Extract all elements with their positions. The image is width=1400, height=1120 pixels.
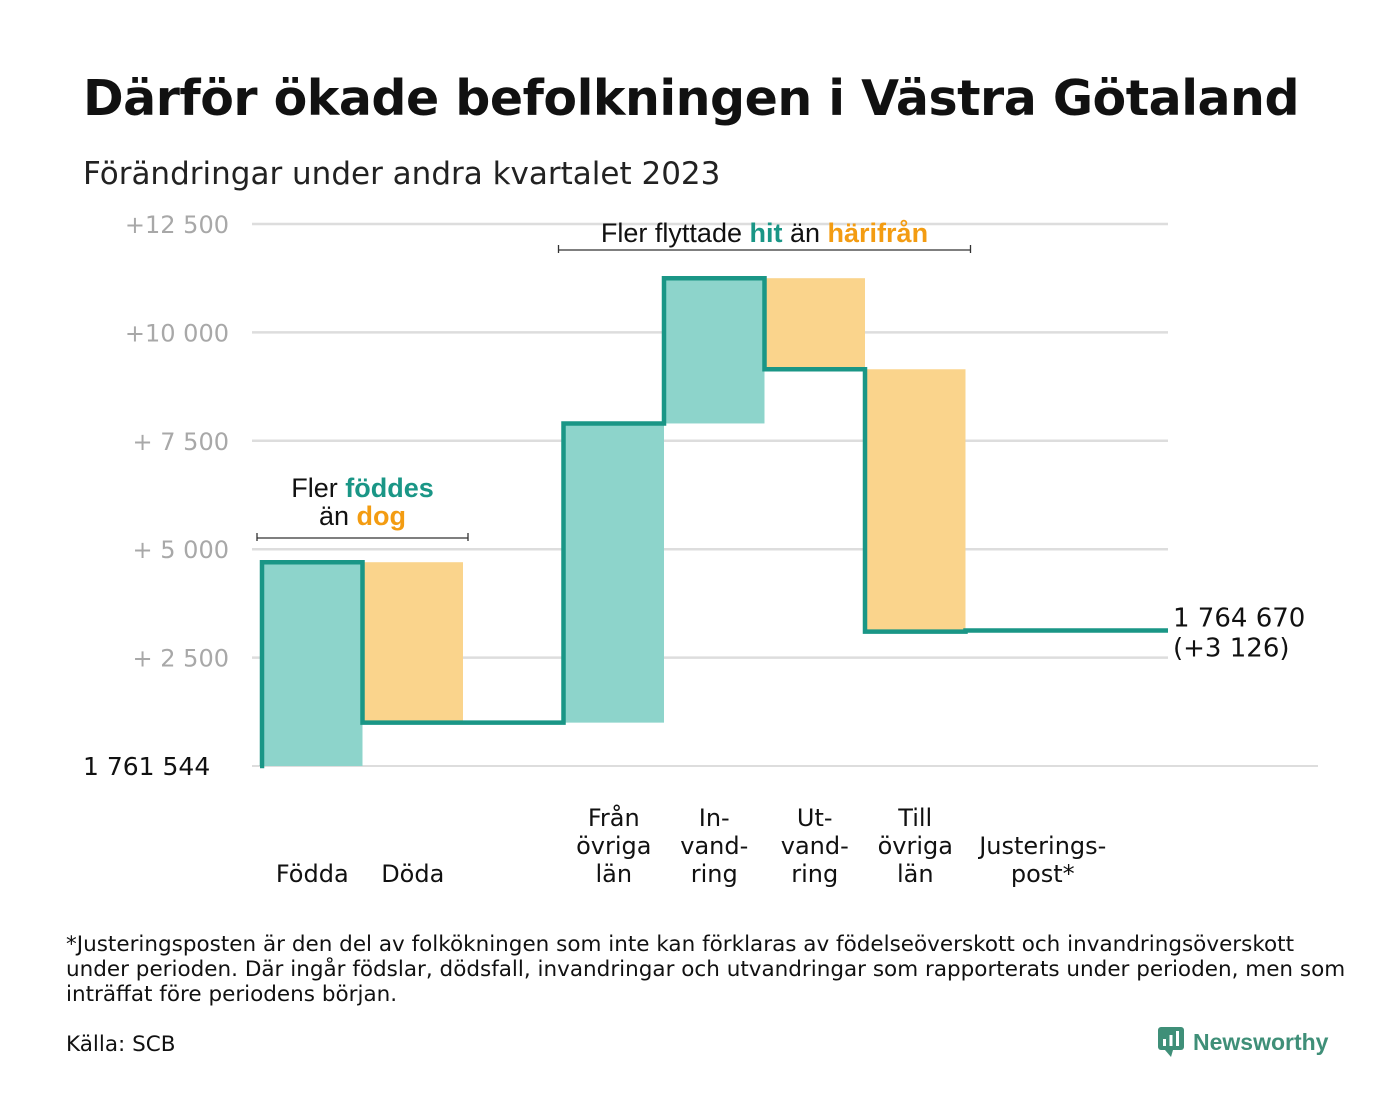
newsworthy-logo-icon [1158, 1027, 1184, 1057]
waterfall-bar [362, 562, 463, 723]
annotation-word: härifrån [828, 218, 929, 248]
category-label: post* [1011, 860, 1075, 888]
final-total-label: 1 764 670 [1173, 603, 1305, 633]
footnote: *Justeringsposten är den del av folkökni… [66, 932, 1346, 1007]
category-label: län [897, 860, 934, 888]
category-label: Ut- [797, 804, 833, 832]
y-tick-label: + 5 000 [133, 536, 229, 564]
annotation-word: hit [749, 218, 782, 248]
category-label: ring [791, 860, 838, 888]
category-label: Födda [276, 860, 349, 888]
annotation-word: än [782, 218, 827, 248]
cumulative-line-path [259, 275, 1168, 769]
baseline-label: 1 761 544 [83, 752, 210, 781]
annotation-text: Fler föddes [291, 473, 434, 503]
category-label: ring [691, 860, 738, 888]
annotation-text: Fler flyttade hit än härifrån [601, 218, 928, 248]
source-note: Källa: SCB [66, 1032, 176, 1057]
waterfall-bar [563, 423, 664, 723]
waterfall-bar [764, 278, 865, 370]
chart-title: Därför ökade befolkningen i Västra Götal… [83, 70, 1300, 127]
category-label: Från [588, 803, 640, 832]
cumulative-line [259, 275, 1168, 769]
waterfall-bar [865, 369, 966, 632]
category-label: Justerings- [977, 832, 1106, 860]
annotation-word: dog [357, 501, 406, 531]
final-change-label: (+3 126) [1173, 633, 1290, 663]
category-label: vand- [781, 832, 849, 860]
chart-subtitle: Förändringar under andra kvartalet 2023 [83, 156, 721, 192]
bars [262, 278, 966, 766]
annotation-word: Fler flyttade [601, 218, 750, 248]
annotation-word: föddes [345, 473, 434, 503]
waterfall-bar [262, 562, 363, 766]
category-label: övriga [878, 832, 953, 860]
category-label: Döda [381, 860, 444, 888]
axis-labels: +12 500 +10 000 + 7 500 + 5 000 + 2 500 1 761… [83, 211, 1305, 888]
category-label: vand- [680, 832, 748, 860]
annotation-word: än [319, 501, 357, 531]
y-tick-label: +12 500 [125, 211, 229, 239]
brand-name: Newsworthy [1193, 1028, 1329, 1055]
waterfall-bar [664, 278, 765, 424]
category-label: län [595, 860, 632, 888]
annotation-text: än dog [319, 501, 406, 531]
category-label: övriga [576, 832, 651, 860]
annotation-word: Fler [291, 473, 345, 503]
y-tick-label: + 2 500 [133, 645, 229, 673]
category-label: In- [699, 804, 730, 832]
y-tick-label: + 7 500 [133, 428, 229, 456]
category-label: Till [897, 804, 932, 832]
y-tick-label: +10 000 [125, 319, 229, 347]
brand-logo: Newsworthy [1158, 1027, 1328, 1057]
